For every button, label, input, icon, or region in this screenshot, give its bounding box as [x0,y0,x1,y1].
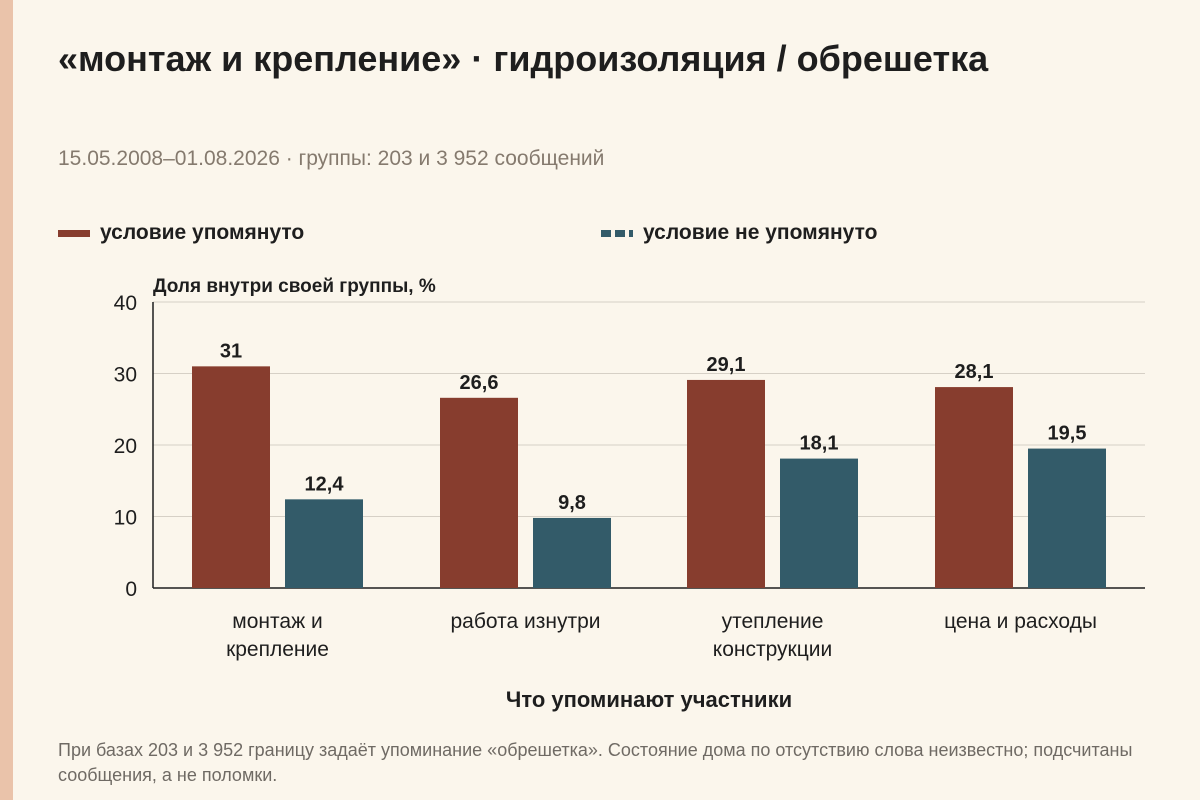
x-tick-label-4: цена и расходы [944,610,1097,633]
legend-item-not-mentioned: условие не упомянуто [601,218,877,248]
legend-label-mentioned: условие упомянуто [100,221,305,244]
y-tick-label-40: 40 [114,292,137,315]
label-layer: 0 10 20 30 40 31 12,4 монтаж и крепление 26,6 9,8 р… [114,292,1097,661]
x-tick-label-3: утепление конструкции [713,610,832,661]
bar-mentioned-1 [192,366,270,588]
bar-not-mentioned-2 [533,517,611,588]
legend-item-mentioned: условие упомянуто [58,218,304,248]
data-label-not-mentioned-1: 12,4 [305,473,345,495]
y-tick-label-20: 20 [114,435,137,458]
y-tick-label-10: 10 [114,507,137,530]
legend-label-not-mentioned: условие не упомянуто [643,221,878,244]
x-tick-label-2: работа изнутри [451,610,601,633]
bar-mentioned-2 [440,397,518,588]
legend-swatch-mentioned [58,229,90,237]
bar-mentioned-3 [687,379,765,588]
accent-stripe [0,0,13,800]
bar-layer [192,366,1106,588]
data-label-mentioned-3: 29,1 [707,354,746,376]
y-axis-label: Доля внутри своей группы, % [153,276,436,297]
data-label-mentioned-1: 31 [220,340,242,362]
data-label-not-mentioned-4: 19,5 [1048,423,1087,445]
bar-not-mentioned-4 [1028,448,1106,588]
data-label-not-mentioned-3: 18,1 [800,433,839,455]
data-label-not-mentioned-2: 9,8 [558,492,586,514]
bar-mentioned-4 [935,387,1013,588]
y-tick-label-0: 0 [125,578,137,601]
footnote: При базах 203 и 3 952 границу задаёт упо… [58,740,1133,785]
chart-title: «монтаж и крепление» · гидроизоляция / о… [58,38,989,79]
legend-swatch-not-mentioned [601,229,633,237]
data-label-mentioned-2: 26,6 [460,372,499,394]
x-axis-label: Что упоминают участники [506,687,792,712]
data-label-mentioned-4: 28,1 [955,361,994,383]
bar-not-mentioned-3 [780,458,858,588]
bar-not-mentioned-1 [285,499,363,588]
x-tick-label-1: монтаж и крепление [226,610,329,661]
chart-subtitle: 15.05.2008–01.08.2026 · группы: 203 и 3 … [58,147,605,170]
y-tick-label-30: 30 [114,364,137,387]
